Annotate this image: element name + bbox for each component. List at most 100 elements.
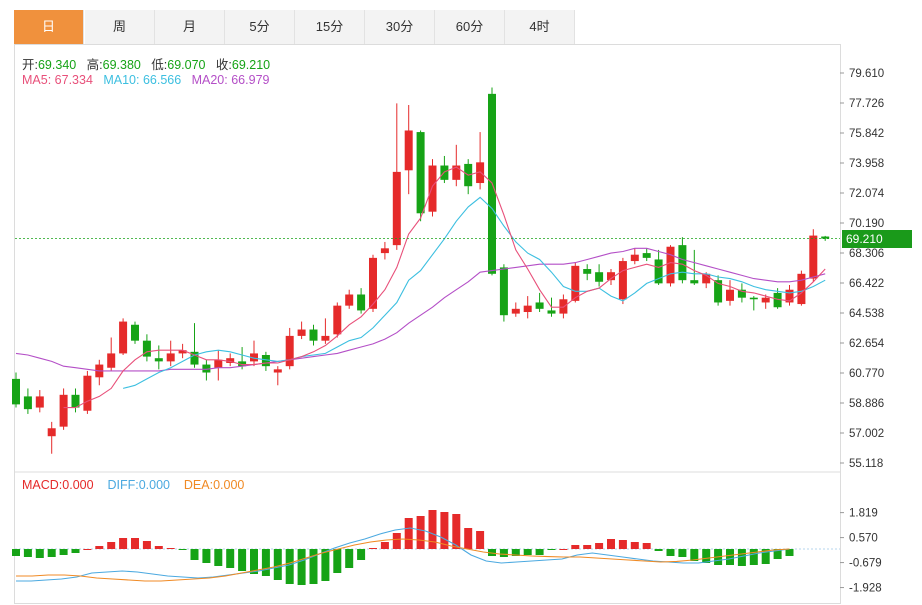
candle-body bbox=[642, 253, 651, 258]
candle-body bbox=[333, 305, 342, 335]
macd-bar bbox=[238, 549, 247, 571]
macd-bar bbox=[214, 549, 223, 566]
ma5-line bbox=[63, 166, 826, 409]
macd-bar bbox=[690, 549, 699, 561]
candle-body bbox=[202, 364, 211, 373]
candle-body bbox=[297, 329, 306, 336]
candle-body bbox=[607, 272, 615, 281]
tab-6[interactable]: 30分 bbox=[365, 10, 435, 44]
candle-body bbox=[392, 171, 401, 246]
tab-4[interactable]: 5分 bbox=[225, 10, 295, 44]
candle-body bbox=[726, 289, 734, 301]
candle-body bbox=[654, 259, 663, 284]
y-tick-label: 68.306 bbox=[849, 248, 884, 260]
candle-body bbox=[47, 428, 56, 437]
macd-bar bbox=[559, 549, 568, 550]
ma10-value: 66.566 bbox=[142, 73, 182, 87]
low-value: 69.070 bbox=[167, 58, 206, 72]
tab-1[interactable]: 日 bbox=[14, 10, 84, 44]
candle-body bbox=[702, 273, 711, 284]
macd-bar bbox=[250, 549, 258, 574]
macd-bar bbox=[571, 545, 580, 549]
macd-bar bbox=[654, 549, 663, 551]
candle-body bbox=[511, 308, 520, 314]
tab-3[interactable]: 月 bbox=[155, 10, 225, 44]
close-label: 收: bbox=[215, 58, 232, 72]
candle-body bbox=[321, 335, 330, 341]
diff-label: DIFF: bbox=[107, 478, 139, 492]
macd-bar bbox=[726, 549, 734, 565]
macd-bar bbox=[273, 549, 282, 580]
high-value: 69.380 bbox=[102, 58, 141, 72]
macd-bar bbox=[12, 549, 20, 556]
candle-body bbox=[250, 353, 258, 362]
candle-body bbox=[142, 340, 151, 357]
ma10-line bbox=[122, 196, 826, 389]
candle-body bbox=[428, 165, 437, 212]
candle-body bbox=[23, 396, 32, 410]
y-tick-label: 55.118 bbox=[849, 458, 883, 470]
macd-y-tick-label: -0.679 bbox=[849, 558, 882, 570]
macd-bar bbox=[547, 549, 556, 550]
y-tick-label: 70.190 bbox=[849, 218, 884, 230]
macd-bar bbox=[297, 549, 306, 585]
candle-body bbox=[369, 257, 377, 309]
candle-body bbox=[690, 280, 699, 284]
chart-frame bbox=[14, 44, 841, 604]
candle-body bbox=[797, 273, 806, 305]
macd-bar bbox=[642, 543, 651, 549]
candle-body bbox=[214, 359, 223, 368]
ma10-label: MA10: bbox=[103, 73, 140, 87]
candle-body bbox=[166, 353, 175, 362]
candle-body bbox=[83, 375, 92, 411]
candle-body bbox=[749, 297, 758, 300]
macd-bar bbox=[702, 549, 711, 563]
ma-readout: MA5: 67.334 MA10: 66.566 MA20: 66.979 bbox=[22, 73, 269, 87]
candle-body bbox=[571, 265, 580, 301]
candle-body bbox=[71, 394, 80, 408]
y-tick-label: 75.842 bbox=[849, 128, 884, 140]
low-label: 低: bbox=[151, 58, 168, 72]
tab-8[interactable]: 4时 bbox=[505, 10, 575, 44]
macd-bar bbox=[107, 542, 116, 549]
dea-value: 0.000 bbox=[213, 478, 245, 492]
macd-bar bbox=[630, 542, 639, 549]
candle-body bbox=[630, 254, 639, 262]
macd-y-tick-label: 0.570 bbox=[849, 533, 878, 545]
candle-body bbox=[809, 235, 818, 279]
y-tick-label: 62.654 bbox=[849, 338, 885, 350]
candle-body bbox=[309, 329, 318, 341]
macd-bar bbox=[785, 549, 794, 556]
macd-bar bbox=[618, 540, 627, 549]
candle-body bbox=[261, 355, 270, 367]
candle-body bbox=[154, 358, 163, 362]
ma20-value: 66.979 bbox=[231, 73, 270, 87]
tab-7[interactable]: 60分 bbox=[435, 10, 505, 44]
macd-readout: MACD:0.000 DIFF:0.000 DEA:0.000 bbox=[22, 478, 244, 492]
candle-body bbox=[666, 246, 675, 284]
candle-body bbox=[59, 394, 68, 427]
diff-value: 0.000 bbox=[138, 478, 170, 492]
tab-2[interactable]: 周 bbox=[85, 10, 155, 44]
candle-body bbox=[618, 261, 627, 300]
candle-body bbox=[452, 165, 461, 180]
candle-body bbox=[190, 351, 199, 365]
macd-bar bbox=[440, 512, 449, 549]
candle-body bbox=[35, 396, 44, 408]
high-label: 高: bbox=[86, 58, 103, 72]
candle-body bbox=[226, 358, 235, 363]
macd-bar bbox=[392, 533, 401, 549]
y-tick-label: 77.726 bbox=[849, 98, 884, 110]
candle-body bbox=[119, 321, 128, 354]
candle-body bbox=[12, 378, 20, 405]
candle-body bbox=[416, 132, 425, 214]
ma5-value: 67.334 bbox=[54, 73, 93, 87]
macd-bar bbox=[321, 549, 330, 581]
macd-bar bbox=[428, 510, 437, 549]
ma20-line bbox=[15, 247, 826, 372]
tab-5[interactable]: 15分 bbox=[295, 10, 365, 44]
macd-bar bbox=[35, 549, 44, 558]
candle-body bbox=[499, 267, 508, 316]
candle-body bbox=[178, 350, 187, 354]
